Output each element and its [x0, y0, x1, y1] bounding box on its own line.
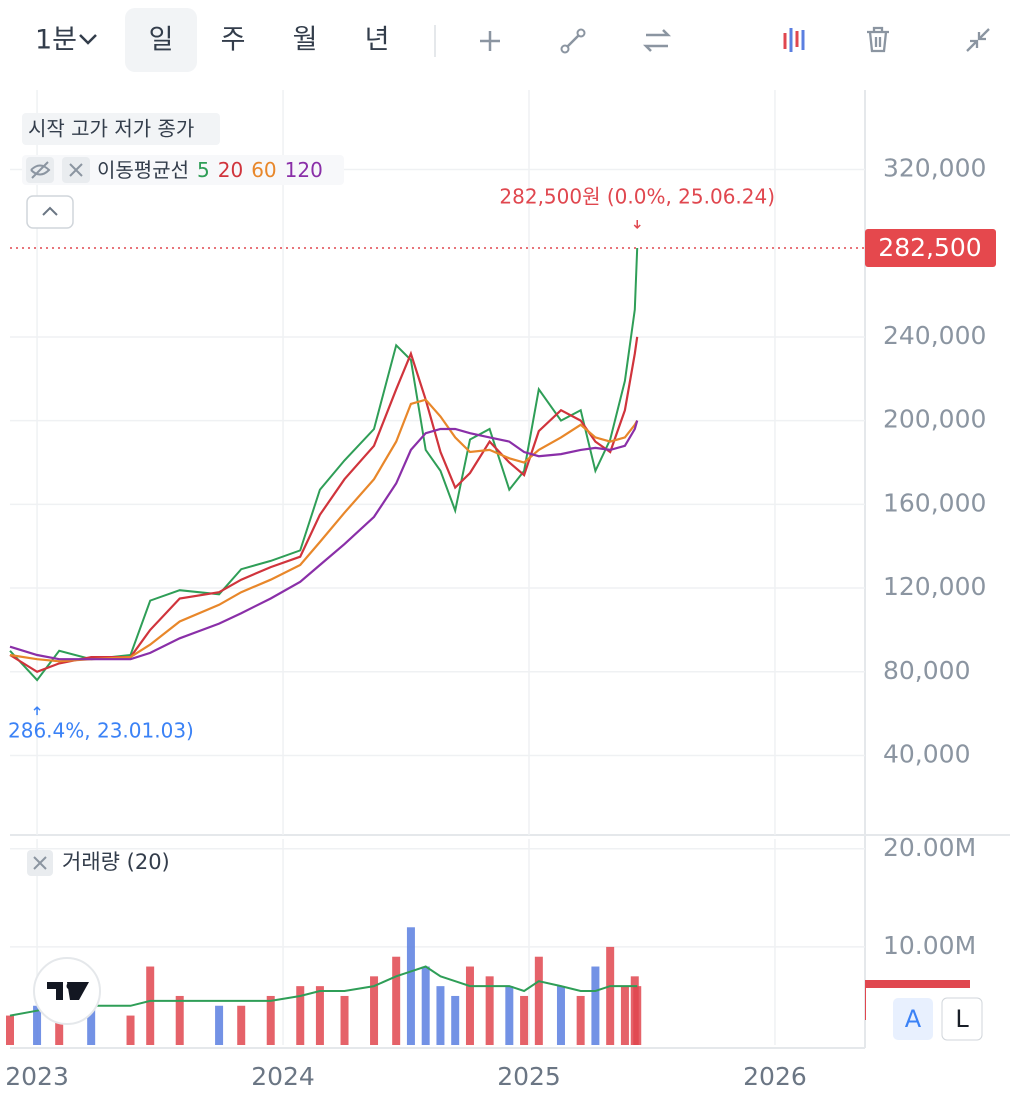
- volume-ma-line: [9, 965, 638, 1017]
- close-icon: [69, 163, 83, 177]
- volume-bar: [436, 986, 445, 1045]
- low-arrow: [33, 706, 41, 716]
- volume-bar: [340, 995, 349, 1045]
- scale-button[interactable]: [941, 997, 983, 1041]
- y-tick-label: 40,000: [883, 739, 970, 768]
- compare-icon[interactable]: [642, 29, 672, 52]
- collapse-legend-button[interactable]: [26, 195, 74, 229]
- high-annotation: 282,500원 (0.0%, 25.06.24): [499, 184, 775, 208]
- add-icon[interactable]: [480, 31, 500, 51]
- volume-bar: [465, 966, 474, 1045]
- volume-bar: [215, 1005, 224, 1045]
- line-tool-icon[interactable]: [560, 28, 586, 54]
- volume-bar: [556, 986, 565, 1045]
- low-annotation: 286.4%, 23.01.03): [8, 719, 194, 743]
- last-price-label: 282,500: [878, 233, 981, 262]
- y-tick-label: 240,000: [883, 321, 986, 350]
- x-tick-label: 2024: [251, 1062, 315, 1091]
- volume-bar: [591, 966, 600, 1045]
- volume-bar: [126, 1015, 135, 1045]
- collapse-icon[interactable]: [966, 28, 990, 52]
- hide-icon: [30, 161, 51, 179]
- last-price-tag: [865, 228, 996, 267]
- x-tick-label: 2026: [743, 1062, 807, 1091]
- chevron-up: [42, 206, 58, 216]
- ma-line: [9, 420, 639, 661]
- x-tick-label: 2023: [5, 1062, 69, 1091]
- ma-line: [9, 398, 639, 663]
- chart-style-icon[interactable]: [783, 28, 805, 52]
- logo: [33, 957, 101, 1025]
- volume-bar: [33, 1005, 42, 1045]
- volume-bar: [421, 966, 430, 1045]
- ma-legend-bg: [22, 155, 344, 185]
- volume-bar: [315, 986, 324, 1045]
- ma-legend-title: 이동평균선: [97, 158, 189, 182]
- volume-bar: [534, 956, 543, 1045]
- ohlc-legend: 시작 고가 저가 종가: [28, 117, 194, 141]
- period-tab[interactable]: 주: [221, 25, 246, 56]
- interval-select[interactable]: 1분: [35, 25, 77, 56]
- y-tick-label: 10.00M: [883, 931, 976, 960]
- volume-bar: [6, 1015, 14, 1045]
- period-tab[interactable]: 년: [365, 25, 390, 56]
- ma-legend-entry: 5: [197, 158, 210, 182]
- ma-legend: 이동평균선 5 20 60 120: [97, 158, 323, 182]
- volume-bar: [237, 1005, 246, 1045]
- volume-bar: [451, 995, 460, 1045]
- volume-bar: [520, 995, 529, 1045]
- close-icon: [33, 856, 47, 870]
- volume-bar: [606, 946, 615, 1045]
- volume-bar: [406, 927, 415, 1045]
- y-tick-label: 160,000: [883, 488, 986, 517]
- volume-bar: [146, 966, 155, 1045]
- toolbar: 1분: [35, 8, 990, 72]
- volume-bar: [266, 995, 275, 1045]
- plot: [6, 247, 865, 1045]
- period-tab[interactable]: 일: [149, 25, 174, 56]
- chevron: [79, 34, 97, 45]
- scale-button-label: A: [905, 1005, 922, 1033]
- x-tick-label: 2025: [497, 1062, 561, 1091]
- volume-bar: [485, 976, 494, 1045]
- volume-bar: [505, 986, 514, 1045]
- volume-bar: [370, 976, 379, 1045]
- ma-line: [9, 336, 639, 674]
- y-tick-label: 320,000: [883, 154, 986, 183]
- ma-legend-entry: 20: [218, 158, 243, 182]
- ma-legend-entry: 120: [285, 158, 323, 182]
- delete-icon[interactable]: [867, 26, 889, 53]
- ma-legend-entry: 60: [251, 158, 276, 182]
- grid: [10, 90, 865, 1045]
- volume-bar: [392, 956, 401, 1045]
- period-selected-bg: [125, 8, 197, 72]
- ma-line: [9, 247, 639, 682]
- y-tick-label: 20.00M: [883, 833, 976, 862]
- period-tab[interactable]: 월: [293, 25, 318, 56]
- volume-bar: [87, 1005, 96, 1045]
- high-arrow: [633, 219, 641, 230]
- volume-bar: [296, 986, 305, 1045]
- volume-bar: [576, 995, 585, 1045]
- volume-legend: 거래량 (20): [62, 850, 170, 874]
- volume-bar: [175, 995, 184, 1045]
- scale-button-label: L: [955, 1005, 969, 1033]
- volume-bar: [620, 986, 629, 1045]
- y-tick-label: 120,000: [883, 572, 986, 601]
- y-tick-label: 80,000: [883, 656, 970, 685]
- scale-button[interactable]: [893, 998, 933, 1040]
- ohlc-legend-bg: [22, 113, 220, 145]
- volume-bar: [633, 986, 642, 1045]
- y-tick-label: 200,000: [883, 405, 986, 434]
